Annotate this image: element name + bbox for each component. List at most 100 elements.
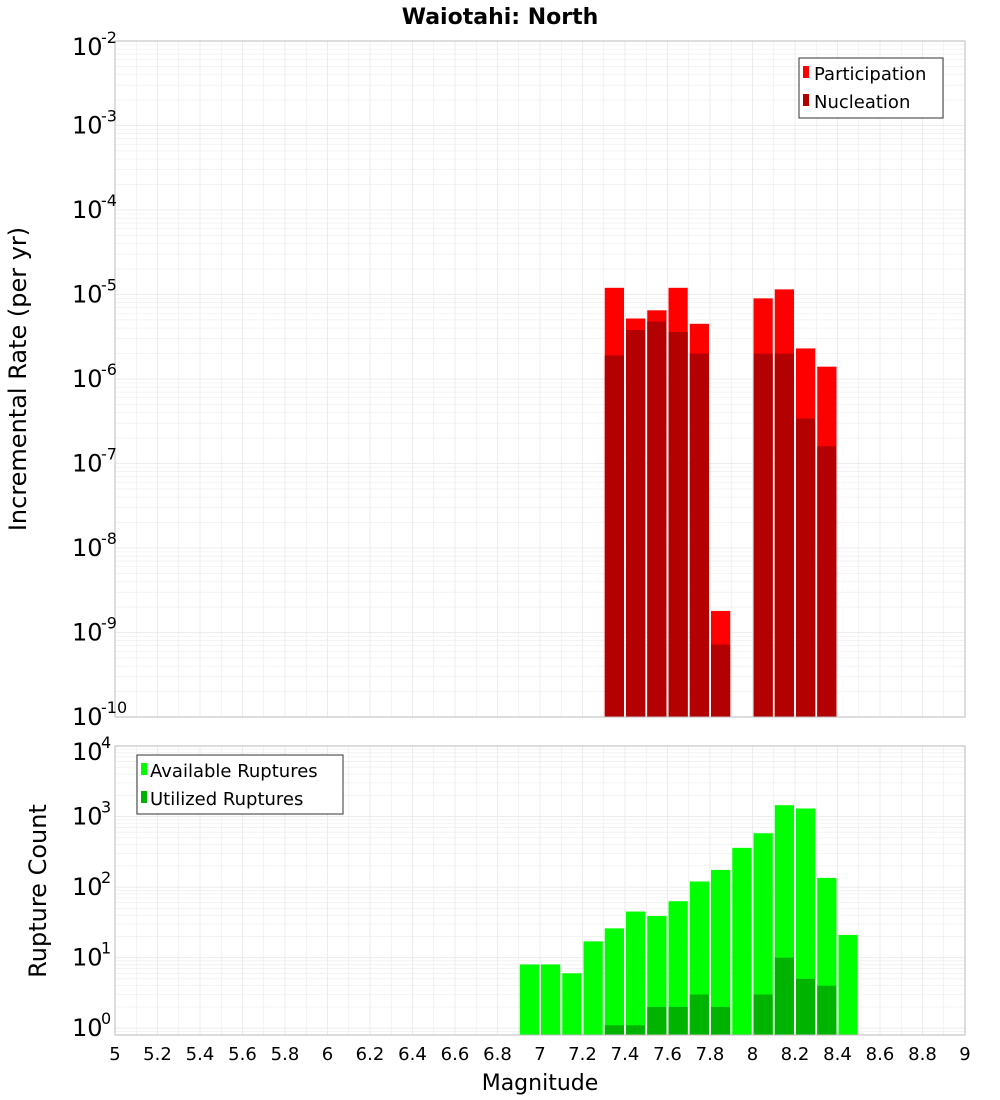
top-gridlines: [114, 40, 966, 718]
bot-bar-utilized-ruptures: [626, 1025, 646, 1035]
x-tick-label: 6.6: [441, 1044, 470, 1065]
top-bar-nucleation: [817, 446, 837, 717]
bottom-gridlines: [114, 745, 966, 1036]
x-tick-label: 7.2: [568, 1044, 597, 1065]
y-tick-base: 10: [72, 873, 103, 901]
y-tick-label: 10-7: [72, 445, 117, 478]
bot-bar-available-ruptures: [796, 808, 816, 1035]
y-tick-base: 10: [72, 281, 103, 309]
y-tick-exponent: -10: [101, 698, 127, 717]
y-tick-label: 104: [72, 733, 111, 766]
y-tick-exponent: 4: [101, 733, 111, 752]
y-tick-label: 10-3: [72, 107, 117, 140]
bottom-y-axis-label: Rupture Count: [24, 804, 52, 978]
legend-label-available: Available Ruptures: [150, 761, 318, 782]
bot-bar-available-ruptures: [626, 911, 646, 1035]
y-tick-exponent: -5: [101, 276, 117, 295]
y-tick-label: 10-6: [72, 360, 117, 393]
bot-bar-available-ruptures: [583, 941, 603, 1035]
x-tick-label: 7.6: [653, 1044, 682, 1065]
legend-swatch-participation: [803, 66, 809, 78]
chart-title: Waiotahi: North: [402, 5, 599, 30]
y-tick-label: 10-9: [72, 614, 117, 647]
y-tick-label: 10-2: [72, 28, 117, 61]
y-tick-label: 10-10: [72, 698, 127, 731]
y-tick-base: 10: [72, 450, 103, 478]
y-tick-exponent: 1: [101, 939, 111, 958]
legend-label-participation: Participation: [814, 64, 926, 85]
top-bar-nucleation: [711, 644, 731, 717]
legend-swatch-nucleation: [803, 94, 809, 106]
bottom-legend-box: [136, 754, 344, 815]
bot-bar-available-ruptures: [604, 928, 624, 1035]
x-tick-label: 8.6: [866, 1044, 895, 1065]
y-tick-base: 10: [72, 1014, 103, 1042]
y-tick-base: 10: [72, 534, 103, 562]
y-tick-label: 10-8: [72, 529, 117, 562]
x-tick-label: 7: [534, 1044, 545, 1065]
x-tick-label: 5.8: [271, 1044, 300, 1065]
bot-bar-utilized-ruptures: [647, 1006, 667, 1035]
y-tick-exponent: -9: [101, 614, 117, 633]
bot-bar-available-ruptures: [838, 934, 858, 1035]
x-tick-labels: 5 5.2 5.4 5.6 5.8 6 6.2 6.4 6.6 6.8 7 7.2 7.4 7.6 7.8 8…: [109, 1044, 970, 1065]
bot-bar-available-ruptures: [647, 915, 667, 1035]
y-tick-base: 10: [72, 944, 103, 972]
x-tick-label: 8: [747, 1044, 758, 1065]
x-tick-label: 5: [109, 1044, 120, 1065]
x-tick-label: 5.2: [143, 1044, 172, 1065]
y-tick-base: 10: [72, 365, 103, 393]
y-tick-base: 10: [72, 33, 103, 61]
y-tick-exponent: 2: [101, 868, 111, 887]
x-tick-label: 5.6: [228, 1044, 257, 1065]
bot-bar-utilized-ruptures: [668, 1006, 688, 1035]
x-tick-label: 8.8: [908, 1044, 937, 1065]
top-y-axis-label: Incremental Rate (per yr): [4, 227, 32, 531]
y-tick-exponent: -3: [101, 107, 117, 126]
y-tick-base: 10: [72, 738, 103, 766]
y-tick-label: 103: [72, 798, 111, 831]
legend-swatch-available: [141, 763, 147, 775]
y-tick-base: 10: [72, 619, 103, 647]
y-tick-exponent: 0: [101, 1009, 111, 1028]
legend-swatch-utilized: [141, 791, 147, 803]
top-legend-box: [798, 57, 944, 119]
x-tick-label: 8.2: [781, 1044, 810, 1065]
top-legend: Participation Nucleation: [798, 57, 944, 119]
y-tick-label: 101: [72, 939, 111, 972]
top-bar-nucleation: [774, 353, 794, 717]
bot-bar-available-ruptures: [562, 973, 582, 1035]
y-tick-exponent: -6: [101, 360, 117, 379]
top-plot-frame: [114, 40, 966, 718]
y-tick-base: 10: [72, 703, 103, 731]
bot-bar-utilized-ruptures: [711, 1006, 731, 1035]
bot-bar-available-ruptures: [668, 901, 688, 1035]
y-tick-exponent: 3: [101, 798, 111, 817]
y-tick-label: 102: [72, 868, 111, 901]
top-bar-nucleation: [689, 353, 709, 717]
top-bar-nucleation: [626, 330, 646, 717]
bot-bar-utilized-ruptures: [753, 994, 773, 1035]
y-tick-exponent: -2: [101, 28, 117, 47]
bot-bar-available-ruptures: [711, 869, 731, 1035]
top-bar-nucleation: [796, 418, 816, 717]
x-tick-label: 5.4: [186, 1044, 215, 1065]
legend-label-nucleation: Nucleation: [814, 92, 910, 113]
bot-bar-utilized-ruptures: [774, 957, 794, 1035]
bot-bar-available-ruptures: [732, 847, 752, 1035]
bot-bar-utilized-ruptures: [796, 978, 816, 1035]
top-bar-nucleation: [604, 355, 624, 717]
x-tick-label: 9: [959, 1044, 970, 1065]
top-bar-nucleation: [753, 353, 773, 717]
y-tick-exponent: -7: [101, 445, 117, 464]
bottom-plot-frame: [114, 745, 966, 1036]
bot-bar-available-ruptures: [541, 964, 561, 1035]
y-tick-label: 10-5: [72, 276, 117, 309]
y-tick-base: 10: [72, 196, 103, 224]
bottom-bars: [519, 805, 858, 1035]
bot-bar-available-ruptures: [753, 833, 773, 1035]
